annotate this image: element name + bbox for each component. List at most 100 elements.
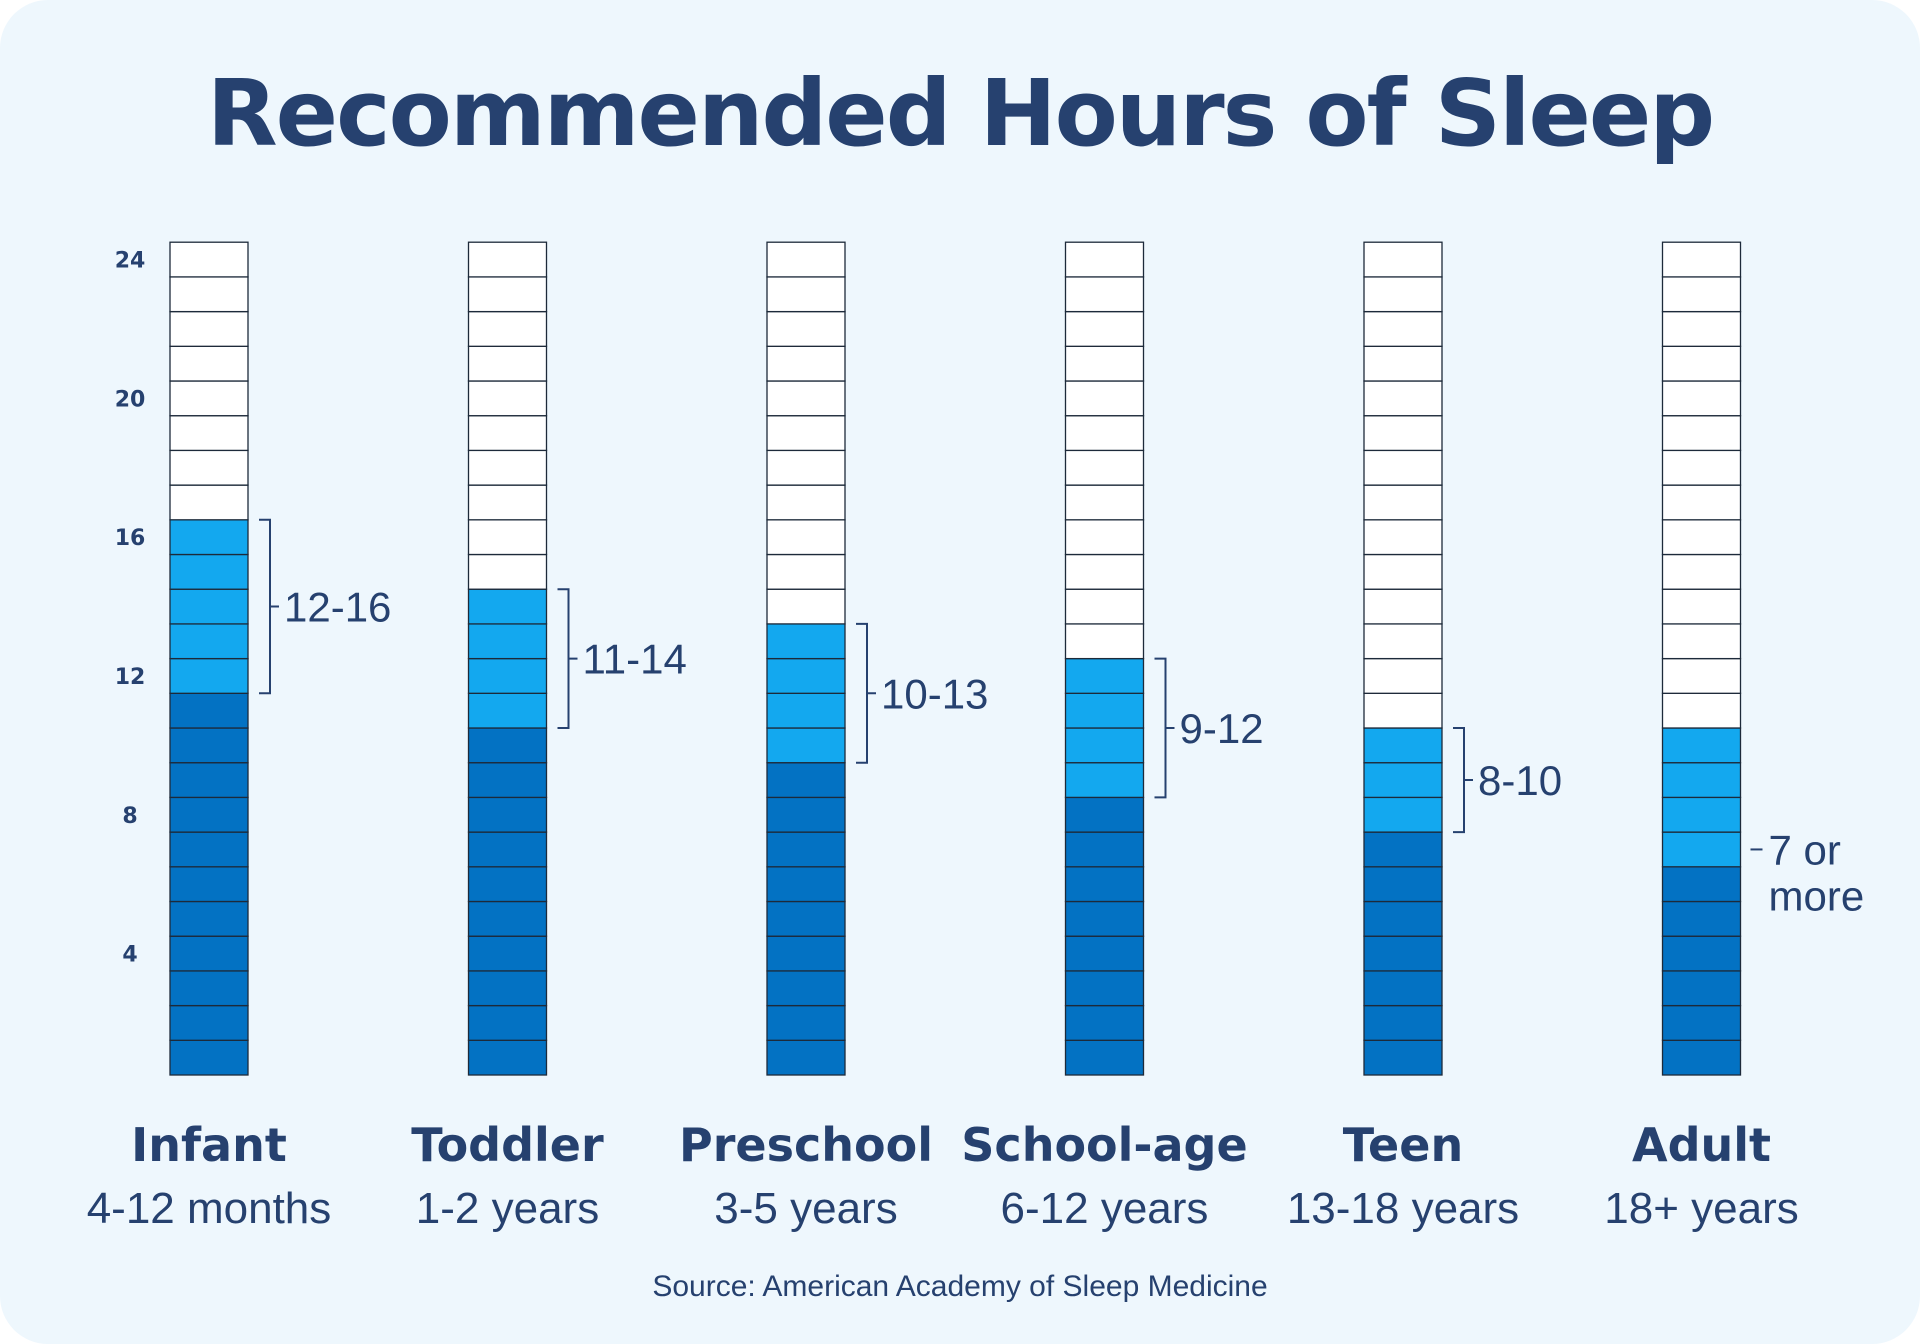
bar-segment-infant [169,449,249,486]
bar-segment-teen [1363,727,1443,764]
y-tick-label: 12 [115,665,146,690]
bar-segment-infant [169,484,249,521]
bar-segment-teen [1363,415,1443,452]
bar-segment-adult [1661,1039,1742,1076]
bar-segment-infant [169,345,249,382]
bar-segment-school-age [1064,1004,1145,1041]
bar-segment-adult [1661,796,1742,833]
bar-segment-infant [169,692,249,729]
bar-segment-preschool [766,657,846,694]
bar-segment-infant [169,900,249,937]
bar-segment-adult [1661,276,1742,313]
bar-segment-infant [169,727,249,764]
category-age: 6-12 years [1000,1184,1209,1233]
bar-segment-school-age [1064,831,1145,868]
group-teen: Teen 13-18 years [1243,1117,1563,1237]
bar-segment-teen [1363,657,1443,694]
y-tick-label: 8 [122,804,137,829]
bar-segment-infant [169,762,249,799]
chart-title: Recommended Hours of Sleep [206,60,1715,167]
bar-segment-adult [1661,900,1742,937]
bar-segment-preschool [766,762,846,799]
bar-segment-preschool [766,484,846,521]
bar-segment-adult [1661,519,1742,556]
bar-segment-toddler [467,415,548,452]
bar-segment-toddler [467,345,548,382]
category-name: Teen [1342,1118,1464,1172]
bar-segment-toddler [467,588,548,625]
bar-segment-toddler [467,241,548,278]
bar-segment-toddler [467,1004,548,1041]
range-bracket-infant [259,518,279,695]
bar-segment-teen [1363,796,1443,833]
bar-segment-toddler [467,900,548,937]
bar-segment-school-age [1064,553,1145,590]
bar-segment-toddler [467,310,548,347]
bar-segment-school-age [1064,588,1145,625]
category-name: Infant [131,1118,287,1172]
bar-segment-school-age [1064,519,1145,556]
bar-segment-teen [1363,900,1443,937]
bar-segment-preschool [766,276,846,313]
bar-segment-school-age [1064,380,1145,417]
bar-segment-preschool [766,831,846,868]
bar-segment-adult [1661,415,1742,452]
bar-segment-preschool [766,1039,846,1076]
group-school-age: School-age 6-12 years [945,1117,1265,1237]
bar-segment-teen [1363,866,1443,903]
category-name: School-age [961,1118,1248,1172]
bar-segment-school-age [1064,727,1145,764]
bar-segment-school-age [1064,657,1145,694]
bar-segment-teen [1363,1039,1443,1076]
bar-segment-infant [169,831,249,868]
bar-segment-school-age [1064,345,1145,382]
bar-segment-adult [1661,484,1742,521]
bar-segment-preschool [766,588,846,625]
range-label-teen: 8-10 [1478,757,1562,804]
bar-segment-toddler [467,866,548,903]
bar-segment-infant [169,796,249,833]
group-adult: Adult 18+ years [1542,1117,1862,1237]
bar-segment-infant [169,1004,249,1041]
bar-segment-preschool [766,241,846,278]
bar-segment-infant [169,588,249,625]
bar-segment-school-age [1064,449,1145,486]
bar-segment-teen [1363,519,1443,556]
bar-segment-teen [1363,345,1443,382]
bar-segment-infant [169,657,249,694]
category-age: 3-5 years [714,1184,898,1233]
bar-segment-infant [169,935,249,972]
bar-segment-toddler [467,519,548,556]
bar-segment-toddler [467,1039,548,1076]
bar-segment-teen [1363,1004,1443,1041]
bar-segment-infant [169,380,249,417]
bar-segment-school-age [1064,1039,1145,1076]
bar-segment-school-age [1064,276,1145,313]
bar-segment-adult [1661,727,1742,764]
bar-segment-teen [1363,970,1443,1007]
bar-segment-preschool [766,449,846,486]
bar-segment-infant [169,623,249,660]
bar-segment-infant [169,970,249,1007]
bar-segment-school-age [1064,241,1145,278]
bar-segment-teen [1363,484,1443,521]
bar-segment-school-age [1064,970,1145,1007]
bar-segment-toddler [467,553,548,590]
bar-segment-school-age [1064,484,1145,521]
bar-segment-school-age [1064,866,1145,903]
bar-segment-teen [1363,310,1443,347]
bar-segment-adult [1661,657,1742,694]
bar-segment-teen [1363,692,1443,729]
bar-segment-teen [1363,588,1443,625]
bar-segment-adult [1661,1004,1742,1041]
bar-segment-school-age [1064,796,1145,833]
bar-segment-teen [1363,935,1443,972]
bar-segment-school-age [1064,310,1145,347]
bar-segment-adult [1661,866,1742,903]
range-bracket-preschool [856,622,876,764]
bar-segment-infant [169,1039,249,1076]
bar-segment-adult [1661,588,1742,625]
category-age: 4-12 months [86,1184,332,1233]
range-bracket-school-age [1154,657,1175,799]
